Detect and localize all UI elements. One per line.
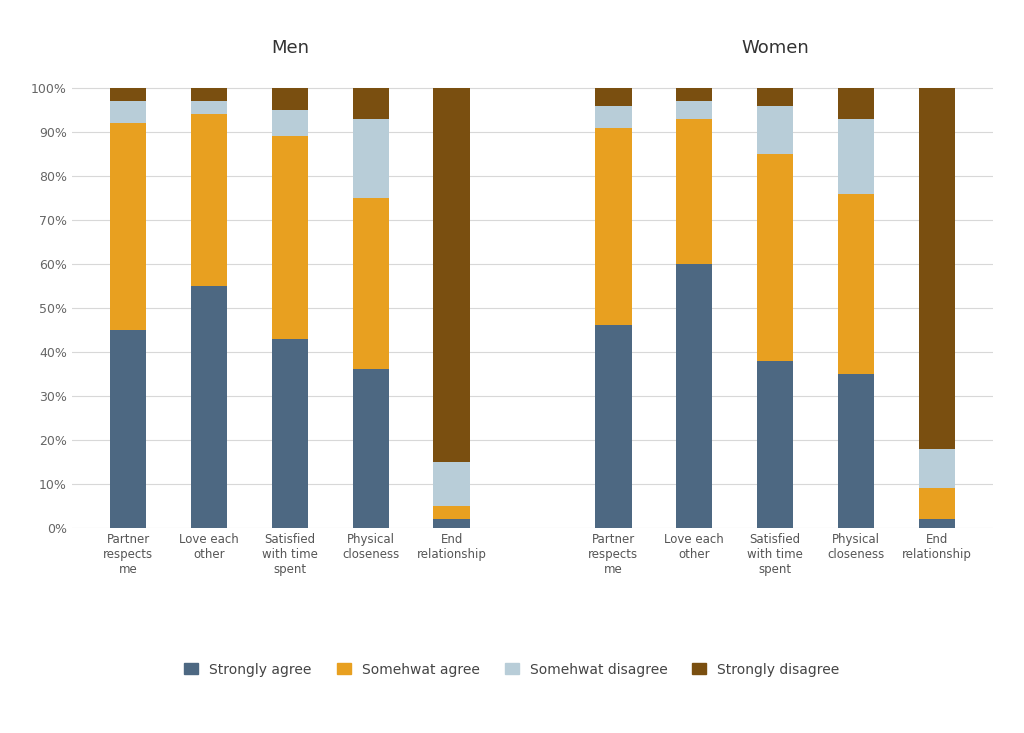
Bar	[676, 264, 713, 528]
Bar	[271, 136, 308, 339]
Bar	[757, 361, 794, 528]
Bar	[595, 325, 632, 528]
Bar	[190, 88, 227, 101]
Legend: Strongly agree, Somehwat agree, Somehwat disagree, Strongly disagree: Strongly agree, Somehwat agree, Somehwat…	[179, 657, 845, 682]
Bar	[111, 330, 146, 528]
Bar	[919, 488, 955, 519]
Bar	[838, 194, 874, 374]
Bar	[919, 519, 955, 528]
Bar	[190, 101, 227, 114]
Bar	[838, 119, 874, 194]
Bar	[676, 88, 713, 101]
Bar	[111, 88, 146, 101]
Bar	[111, 101, 146, 123]
Bar	[433, 462, 470, 506]
Bar	[676, 101, 713, 119]
Bar	[433, 88, 470, 462]
Bar	[271, 110, 308, 136]
Bar	[676, 119, 713, 264]
Bar	[757, 88, 794, 106]
Text: Women: Women	[741, 39, 809, 57]
Bar	[190, 286, 227, 528]
Bar	[595, 106, 632, 128]
Bar	[919, 449, 955, 488]
Bar	[352, 198, 389, 369]
Bar	[352, 369, 389, 528]
Bar	[352, 88, 389, 119]
Bar	[838, 374, 874, 528]
Bar	[919, 88, 955, 449]
Bar	[433, 519, 470, 528]
Bar	[352, 119, 389, 198]
Bar	[190, 114, 227, 286]
Bar	[595, 128, 632, 325]
Text: Men: Men	[271, 39, 309, 57]
Bar	[757, 106, 794, 154]
Bar	[757, 154, 794, 361]
Bar	[433, 506, 470, 519]
Bar	[838, 88, 874, 119]
Bar	[271, 339, 308, 528]
Bar	[271, 88, 308, 110]
Bar	[111, 123, 146, 330]
Bar	[595, 88, 632, 106]
